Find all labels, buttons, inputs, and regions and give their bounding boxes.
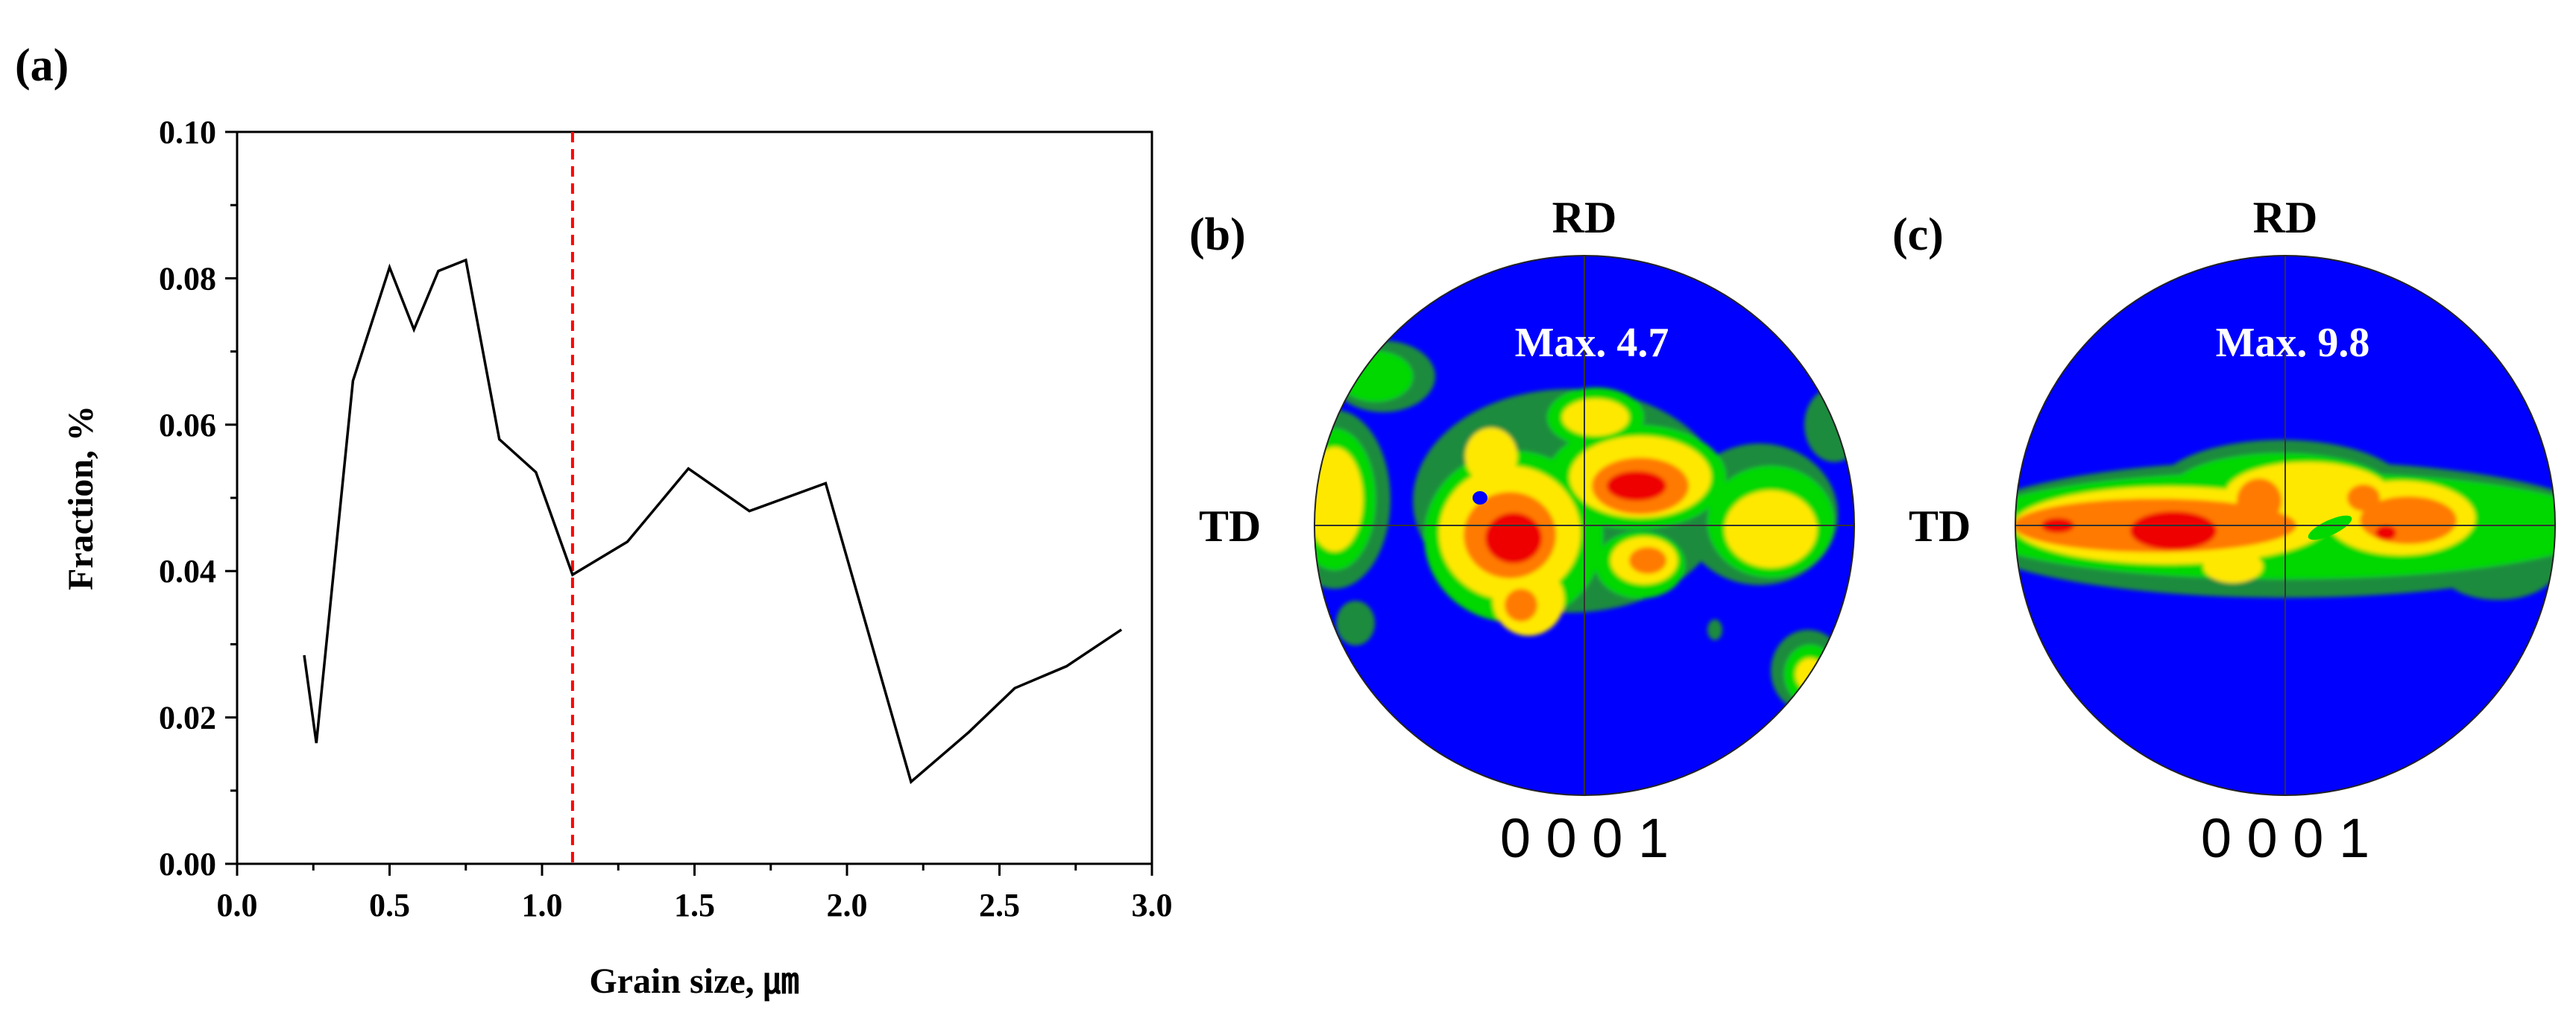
pole-figure-c <box>2015 256 2555 795</box>
x-tick-label: 0.5 <box>369 887 410 923</box>
panel-a: (a) 0.0 0.5 1.0 1.5 2.0 2.5 3.0 0.000.020.040.… <box>15 40 1173 1002</box>
panel-label-b: (b) <box>1189 209 1246 260</box>
plot-frame <box>236 130 1153 865</box>
y-axis: 0.00 0.02 0.04 0.06 0.08 0.10 <box>159 114 237 882</box>
pole-figure-b <box>1314 256 1854 795</box>
y-tick-label: 0.04 <box>159 553 216 590</box>
basal-plane-label-c: 0 0 0 1 <box>2201 807 2369 869</box>
panel-c: (c) RD TD 0 0 0 1 <box>1892 193 2556 869</box>
x-tick-label: 2.0 <box>827 887 868 923</box>
x-axis: 0.0 0.5 1.0 1.5 2.0 2.5 3.0 <box>217 864 1173 923</box>
x-axis-label: Grain size, ㎛ <box>589 961 799 1002</box>
y-tick-label: 0.06 <box>159 407 216 443</box>
x-tick-label: 3.0 <box>1132 887 1173 923</box>
x-tick-label: 2.5 <box>979 887 1020 923</box>
y-tick-label: 0.02 <box>159 700 216 736</box>
x-tick-label: 1.5 <box>674 887 715 923</box>
x-tick-label: 1.0 <box>522 887 563 923</box>
panel-label-c: (c) <box>1892 209 1944 260</box>
rd-label-c: RD <box>2253 193 2318 242</box>
y-tick-label: 0.10 <box>159 114 216 151</box>
rd-label-b: RD <box>1552 193 1617 242</box>
td-label-c: TD <box>1909 502 1971 551</box>
y-tick-label: 0.08 <box>159 260 216 297</box>
panel-b: (b) RD TD 0 0 0 1 <box>1189 193 1855 869</box>
y-tick-label: 0.00 <box>159 846 216 882</box>
panel-label-a: (a) <box>15 40 69 91</box>
td-label-b: TD <box>1199 502 1261 551</box>
x-tick-label: 0.0 <box>217 887 258 923</box>
series-line <box>303 258 1123 785</box>
basal-plane-label-b: 0 0 0 1 <box>1500 807 1669 869</box>
max-label-c: Max. 9.8 <box>2216 320 2370 366</box>
max-label-b: Max. 4.7 <box>1515 320 1669 366</box>
y-axis-label: Fraction, % <box>61 405 101 590</box>
